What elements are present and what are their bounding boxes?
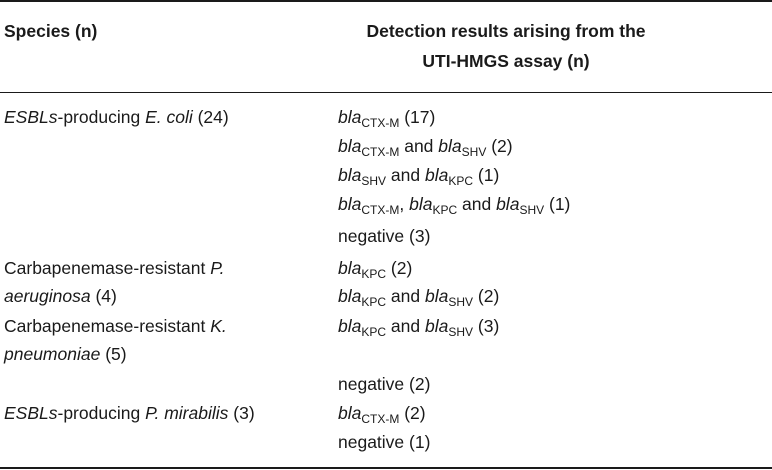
table-top-rule	[0, 0, 772, 2]
species-kpneumoniae-line2: pneumoniae (5)	[4, 344, 127, 364]
table-bottom-rule	[0, 467, 772, 469]
header-species: Species (n)	[4, 21, 98, 41]
species-paeruginosa-line1: Carbapenemase-resistant P.	[4, 258, 225, 278]
result-kpc-2: blaKPC (2)	[338, 258, 413, 281]
result-ctxm-17: blaCTX-M (17)	[338, 107, 436, 130]
result-ctxm-kpc-shv-1: blaCTX-M, blaKPC and blaSHV (1)	[338, 194, 571, 217]
header-detection: Detection results arising from the UTI-H…	[366, 21, 646, 71]
result-negative-1: negative (1)	[338, 432, 431, 452]
result-ctxm-shv-2: blaCTX-M and blaSHV (2)	[338, 136, 513, 159]
result-ctxm-2: blaCTX-M (2)	[338, 403, 426, 426]
species-pmirabilis: ESBLs-producing P. mirabilis (3)	[4, 403, 255, 423]
table-header-rule	[0, 92, 772, 93]
result-kpc-shv-3: blaKPC and blaSHV (3)	[338, 316, 500, 339]
species-paeruginosa-line2: aeruginosa (4)	[4, 286, 117, 306]
result-shv-kpc-1: blaSHV and blaKPC (1)	[338, 165, 500, 188]
species-ecoli: ESBLs-producing E. coli (24)	[4, 107, 229, 127]
species-kpneumoniae-line1: Carbapenemase-resistant K.	[4, 316, 227, 336]
result-negative-3: negative (3)	[338, 226, 431, 246]
result-negative-2: negative (2)	[338, 374, 431, 394]
result-kpc-shv-2: blaKPC and blaSHV (2)	[338, 286, 500, 309]
